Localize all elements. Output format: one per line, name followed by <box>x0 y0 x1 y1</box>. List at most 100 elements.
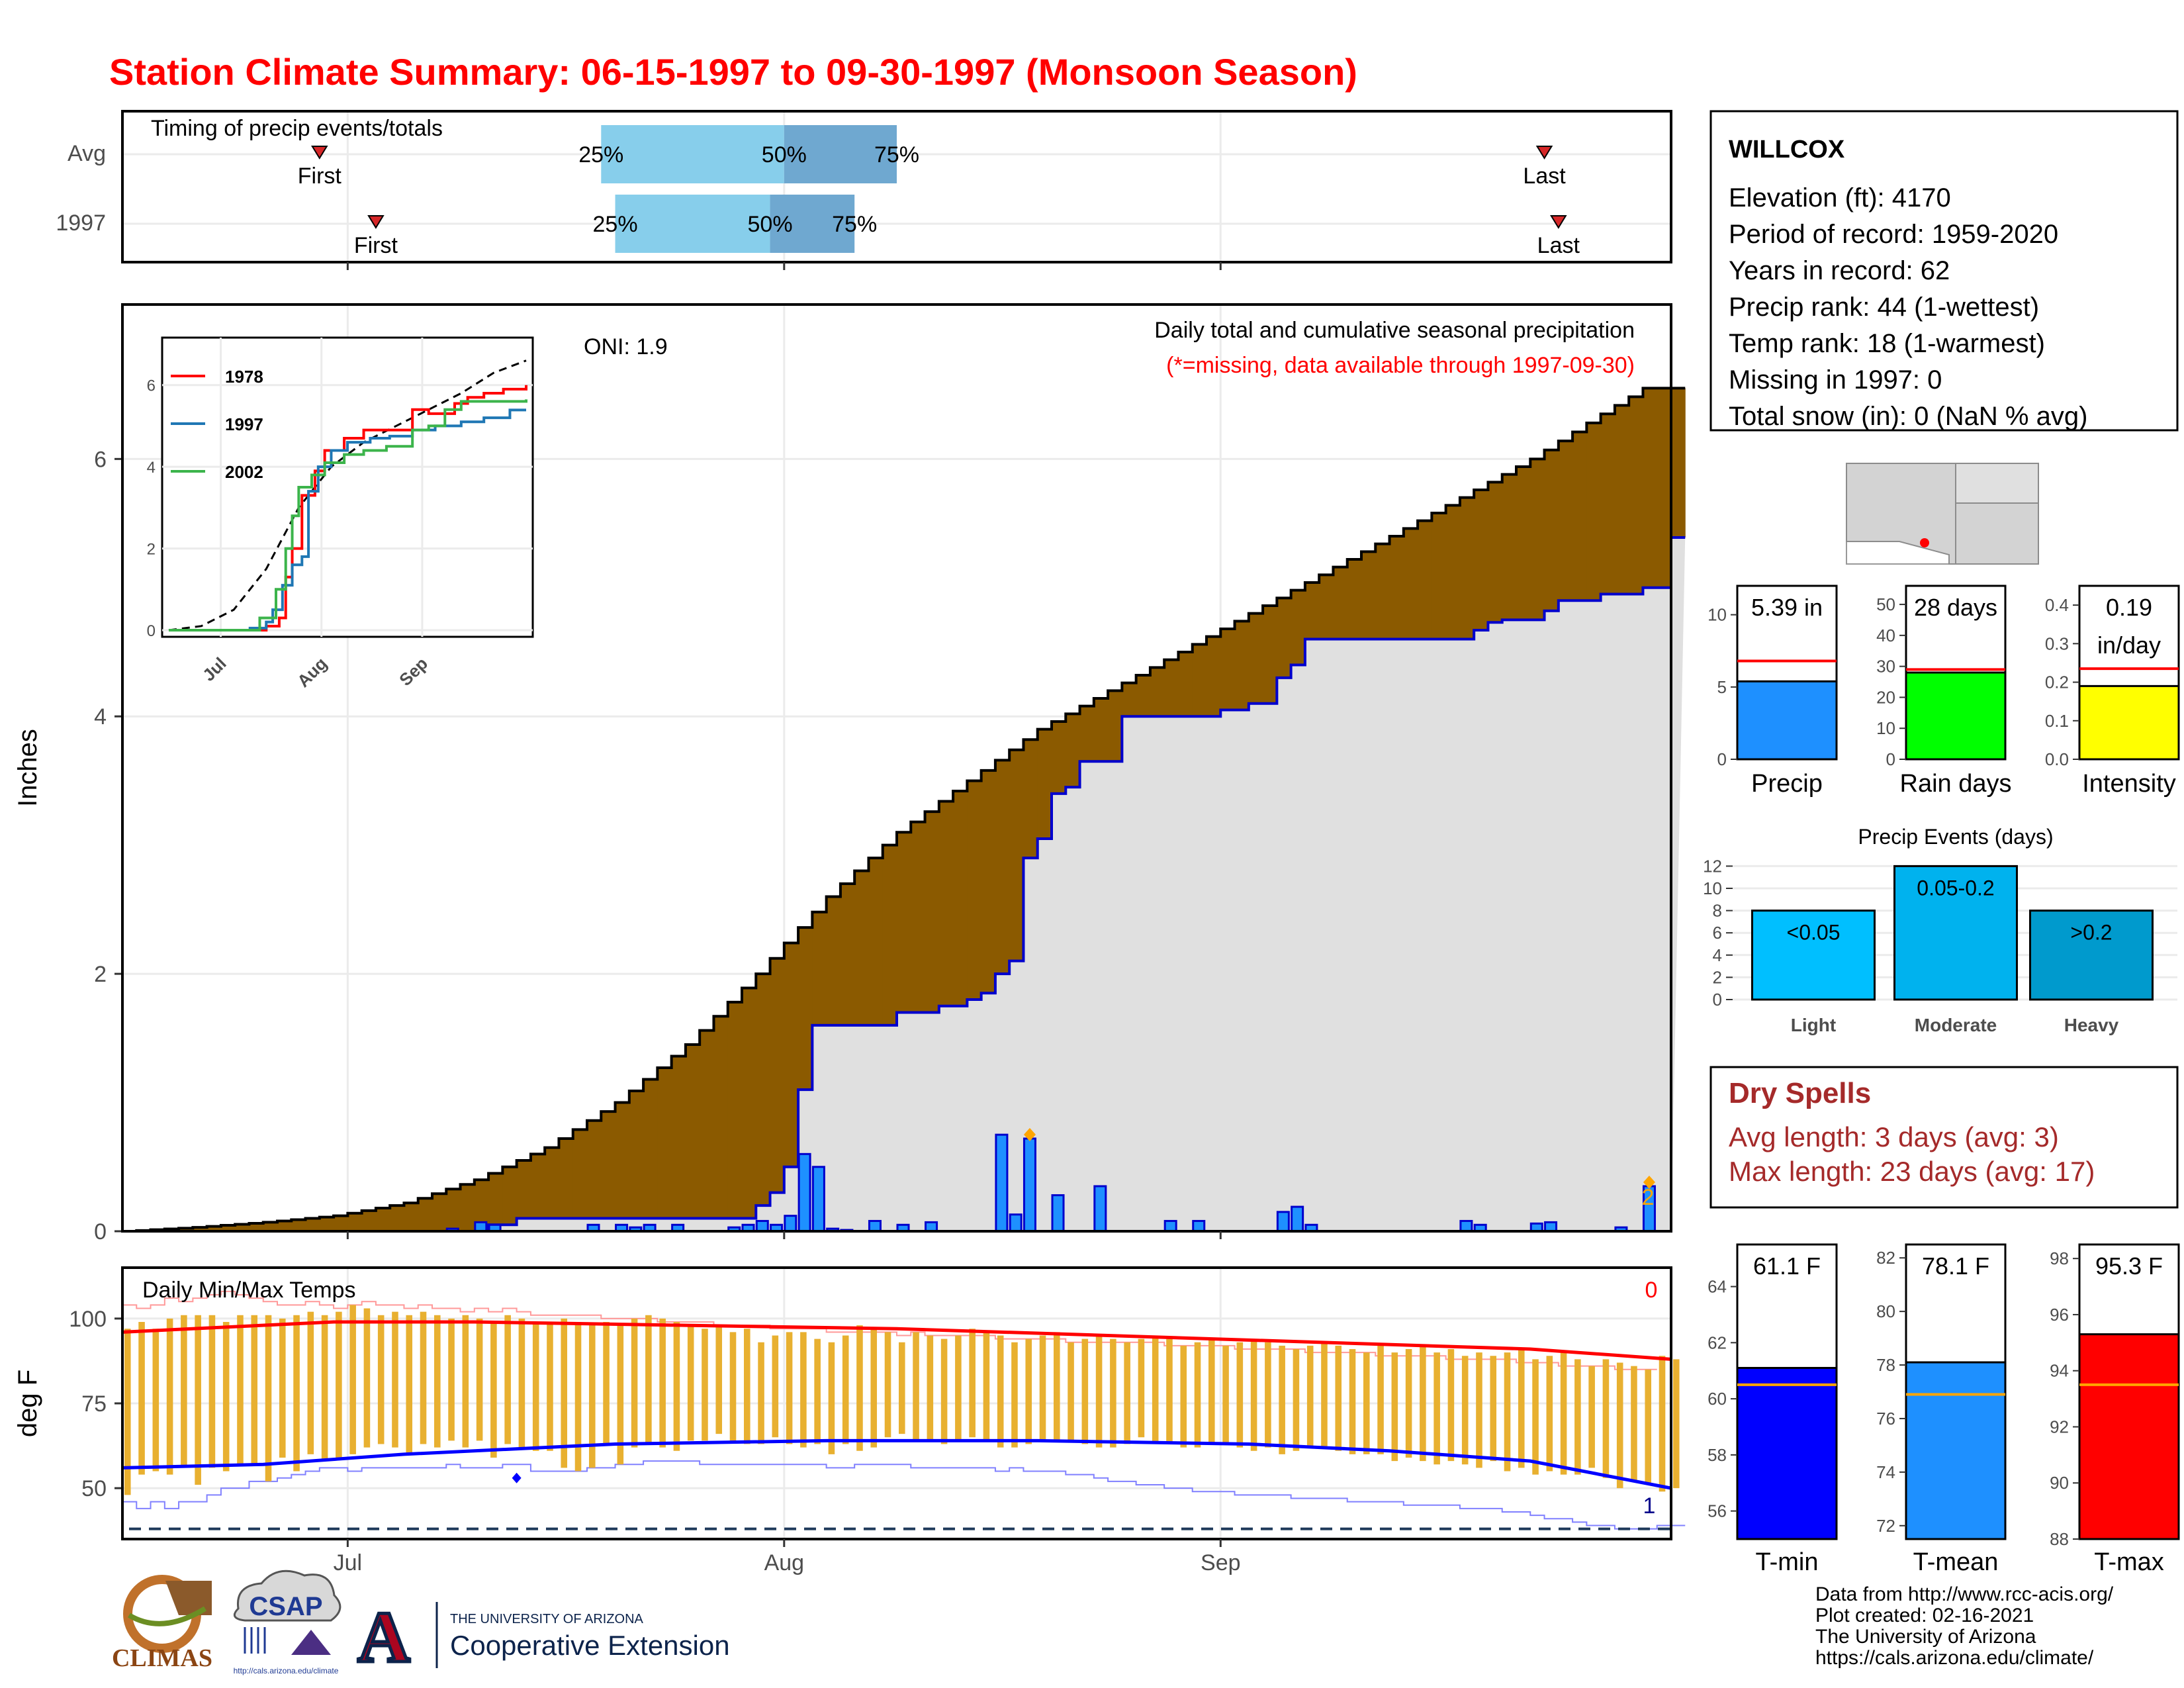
deficit-fill <box>334 1215 348 1231</box>
deficit-fill <box>1403 528 1418 639</box>
daily-temp-bar <box>208 1315 216 1468</box>
daily-temp-bar <box>1518 1349 1525 1468</box>
footer-credits: Data from http://www.rcc-acis.org/ Plot … <box>1815 1583 2114 1669</box>
inset-legend-label: 1997 <box>225 414 263 434</box>
daily-temp-bar <box>1222 1345 1229 1444</box>
daily-temp-bar <box>1447 1349 1455 1462</box>
inset-series-1997 <box>169 408 526 632</box>
deficit-fill <box>882 845 897 1025</box>
daily-temp-bar <box>490 1322 497 1458</box>
csap-logo: CSAP http://cals.arizona.edu/climate <box>234 1570 341 1675</box>
daily-temp-bar <box>1306 1345 1314 1448</box>
deficit-fill <box>193 1227 208 1231</box>
temp-bar-label: T-mean <box>1913 1548 1999 1576</box>
csap-logo-url: http://cals.arizona.edu/climate <box>234 1666 339 1675</box>
temp-ylabel: deg F <box>13 1370 42 1437</box>
temp-bar-ytick-label: 88 <box>2050 1529 2069 1549</box>
daily-temp-bar <box>1405 1349 1412 1458</box>
events-bar-moderate <box>1893 865 2018 1001</box>
temp-bar-fill <box>2078 1333 2180 1540</box>
footer-line-3: The University of Arizona <box>1815 1626 2036 1648</box>
deficit-fill <box>432 1194 447 1231</box>
daily-temp-bar <box>1152 1335 1159 1444</box>
inset-ytick-label: 0 <box>147 622 156 640</box>
daily-temp-bar <box>1602 1359 1610 1478</box>
deficit-fill <box>1248 613 1263 704</box>
avg-max-line <box>122 1320 1672 1361</box>
daily-temp-bar <box>1081 1338 1089 1444</box>
temp-bar-ytick-label: 72 <box>1876 1516 1895 1536</box>
temp-bar-fill <box>1736 1366 1838 1540</box>
inset-legend-label: 1978 <box>225 367 263 387</box>
daily-temp-bar <box>293 1315 300 1472</box>
daily-temp-bar <box>251 1315 258 1465</box>
daily-temp-bar <box>772 1335 779 1438</box>
csap-logo-text: CSAP <box>249 1592 322 1621</box>
temp-ytick-label: 75 <box>81 1391 107 1417</box>
precip-ytick-label: 2 <box>94 962 107 987</box>
temp-ytick-label: 50 <box>81 1476 107 1501</box>
daily-temp-bar <box>1673 1359 1680 1489</box>
timing-event-marker <box>1535 146 1553 160</box>
deficit-fill <box>1530 459 1545 620</box>
summary-bar-unit: in/day <box>2097 632 2161 659</box>
summary-ytick-label: 10 <box>1707 605 1727 625</box>
daily-temp-bar <box>645 1315 652 1444</box>
map-region-neighbor <box>1955 463 2039 504</box>
temp-label: Daily Min/Max Temps <box>142 1278 355 1303</box>
ua-a-icon: A <box>357 1597 410 1677</box>
daily-temp-bar <box>265 1315 272 1481</box>
summary-bar-value: 5.39 in <box>1751 594 1823 621</box>
daily-temp-bar <box>1560 1352 1567 1475</box>
csap-rain-icon <box>244 1627 266 1654</box>
events-ytick-label: 10 <box>1703 878 1722 898</box>
daily-temp-bar <box>476 1318 483 1441</box>
daily-temp-bar <box>448 1318 455 1441</box>
precip-panel: 0 2 4 6 Daily total and cumulative seasonal… <box>13 303 1686 1244</box>
daily-temp-bar <box>237 1315 244 1465</box>
timing-bar-50-75 <box>784 125 897 183</box>
footer-line-4: https://cals.arizona.edu/climate/ <box>1815 1647 2094 1669</box>
daily-temp-bar <box>744 1329 751 1444</box>
csap-mountain-icon <box>291 1630 331 1655</box>
daily-temp-bar <box>1490 1356 1497 1462</box>
deficit-fill <box>418 1198 433 1231</box>
temp-bar-value: 61.1 F <box>1753 1252 1821 1280</box>
climas-logo-text: CLIMAS <box>112 1644 212 1672</box>
temp-bar-t-min: 56 58 60 62 64 61.1 F T-min <box>1707 1243 1838 1576</box>
temp-bar-ytick-label: 74 <box>1876 1462 1895 1482</box>
station-info-line: Elevation (ft): 4170 <box>1729 183 1951 212</box>
daily-temp-bar <box>561 1318 568 1468</box>
daily-temp-bar <box>195 1315 201 1485</box>
daily-temp-bar <box>589 1325 596 1468</box>
deficit-fill <box>502 1166 518 1225</box>
daily-temp-bar <box>702 1329 708 1441</box>
summary-bar-label: Intensity <box>2082 770 2176 798</box>
ua-logo-line-1: THE UNIVERSITY OF ARIZONA <box>450 1612 644 1626</box>
deficit-fill <box>235 1224 250 1231</box>
events-ytick-label: 12 <box>1703 856 1722 876</box>
deficit-fill <box>897 832 911 1013</box>
deficit-fill <box>404 1203 419 1231</box>
deficit-fill <box>179 1228 193 1231</box>
footer-line-2: Plot created: 02-16-2021 <box>1815 1605 2034 1626</box>
summary-ytick-label: 10 <box>1876 718 1895 738</box>
deficit-fill <box>615 1102 630 1219</box>
deficit-fill <box>1304 583 1320 639</box>
inset-ytick-label: 6 <box>147 377 156 395</box>
precip-frame <box>121 303 1672 1233</box>
deficit-fill <box>1459 497 1475 639</box>
daily-temp-bar <box>1011 1342 1018 1448</box>
deficit-fill <box>840 884 855 1025</box>
station-info-line: Temp rank: 18 (1-warmest) <box>1729 329 2045 358</box>
precip-ytick-label: 4 <box>94 704 107 729</box>
temp-bar-ytick-label: 80 <box>1876 1301 1895 1321</box>
daily-temp-bar <box>1293 1349 1300 1451</box>
deficit-fill <box>1502 474 1517 620</box>
deficit-fill <box>361 1210 377 1231</box>
temp-bar-ytick-label: 98 <box>2050 1248 2069 1268</box>
daily-precip-bar <box>1023 1137 1036 1233</box>
daily-temp-bar <box>307 1311 314 1454</box>
daily-temp-bar <box>574 1322 582 1472</box>
